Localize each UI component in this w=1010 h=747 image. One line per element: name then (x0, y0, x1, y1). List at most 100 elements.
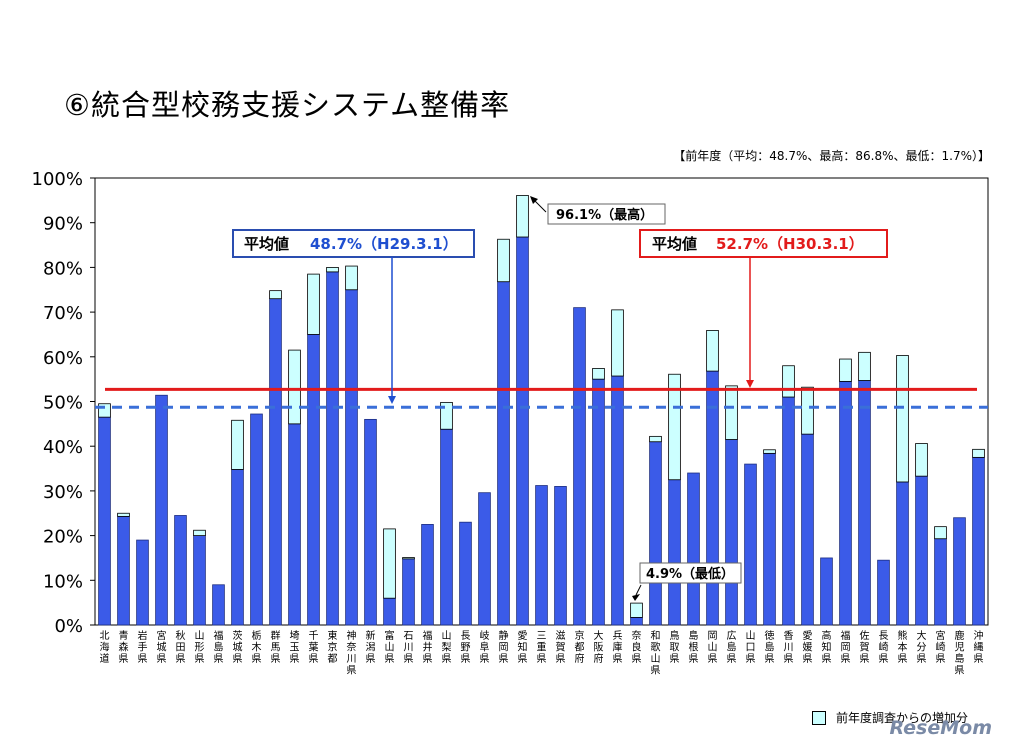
x-tick-label: 京都府 (575, 629, 585, 665)
x-tick-label: 広島県 (727, 629, 737, 665)
x-tick-label: 群馬県 (271, 629, 281, 665)
legend: 前年度調査からの増加分 (812, 709, 968, 726)
x-tick-label: 埼玉県 (290, 629, 300, 665)
bar-current (155, 394, 168, 626)
bar-increase (763, 449, 776, 454)
x-tick-label: 新潟県 (366, 629, 376, 665)
x-tick-label: 東京都 (328, 629, 338, 665)
bar-current (554, 486, 567, 626)
min-label: 4.9%（最低） (646, 566, 734, 582)
bar-current (744, 463, 757, 626)
legend-swatch-increase (812, 710, 826, 725)
bar-current (307, 334, 320, 626)
current-average-value: 52.7%（H30.3.1） (716, 235, 864, 253)
x-tick-label: 滋賀県 (556, 629, 566, 665)
bar-current (383, 597, 396, 626)
previous-average-box (232, 229, 475, 258)
bar-increase (801, 386, 814, 435)
bar-increase (668, 373, 681, 481)
bar-current (839, 380, 852, 626)
y-tick-label: 100% (32, 169, 83, 190)
bar-current (611, 375, 624, 626)
previous-year-note: 【前年度（平均：48.7%、最高：86.8%、最低：1.7%）】 (673, 149, 990, 163)
current-average-label: 平均値 (652, 235, 697, 253)
x-tick-label: 青森県 (119, 629, 129, 665)
x-tick-label: 石川県 (404, 631, 414, 665)
bar-current (820, 557, 833, 626)
bar-increase (649, 435, 662, 443)
x-tick-label: 福島県 (214, 629, 224, 665)
bar-current (953, 517, 966, 626)
bar-current (763, 452, 776, 626)
legend-label: 前年度調査からの増加分 (836, 711, 969, 725)
x-axis: 北海道青森県岩手県宮城県秋田県山形県福島県茨城県栃木県群馬県埼玉県千葉県東京都神… (100, 629, 984, 677)
bar-increase (611, 309, 624, 377)
bar-current (934, 538, 947, 626)
x-tick-label: 和歌山県 (651, 630, 661, 677)
bar-increase (839, 358, 852, 382)
bar-current (687, 472, 700, 626)
bar-current (174, 515, 187, 626)
bar-current (896, 481, 909, 626)
bar-increase (231, 419, 244, 470)
bar-increase (630, 602, 643, 618)
bar-current (212, 584, 225, 626)
x-tick-label: 山形県 (195, 630, 205, 665)
y-tick-label: 40% (43, 437, 83, 458)
x-tick-label: 兵庫県 (613, 629, 623, 665)
x-tick-label: 愛知県 (518, 629, 528, 665)
min-callout: 4.9%（最低） (632, 562, 742, 601)
previous-average-value: 48.7%（H29.3.1） (310, 235, 458, 253)
x-tick-label: 富山県 (385, 629, 395, 665)
x-tick-label: 福井県 (423, 629, 433, 665)
x-tick-label: 秋田県 (176, 629, 186, 665)
watermark-logo: ReseMom (889, 717, 992, 739)
y-tick-label: 70% (43, 303, 83, 324)
bar-current (269, 298, 282, 626)
bar-current (98, 416, 111, 626)
y-tick-label: 80% (43, 258, 83, 279)
x-tick-label: 大分県 (917, 629, 927, 665)
bar-current (725, 439, 738, 626)
min-pointer (635, 584, 642, 596)
average-lines (95, 387, 988, 409)
x-tick-label: 鳥取県 (670, 629, 680, 665)
bar-current (136, 539, 149, 626)
page-title: ⑥統合型校務支援システム整備率 (64, 88, 511, 122)
bar-current (858, 380, 871, 626)
bar-increase (516, 195, 529, 238)
bar-current (326, 271, 339, 626)
bar-increase (497, 238, 510, 283)
bar-current (915, 475, 928, 626)
bar-current (782, 396, 795, 626)
x-tick-label: 長野県 (461, 630, 471, 665)
bars (98, 195, 985, 626)
bar-increase (972, 448, 985, 458)
current-average-callout: 平均値 52.7%（H30.3.1） (639, 229, 888, 388)
bar-current (250, 413, 263, 626)
x-tick-label: 三重県 (537, 631, 547, 665)
bar-current (706, 370, 719, 626)
x-tick-label: 栃木県 (252, 629, 262, 665)
x-tick-label: 大阪府 (594, 629, 604, 665)
x-tick-label: 山梨県 (442, 630, 452, 665)
x-tick-label: 香川県 (784, 630, 794, 665)
x-tick-label: 高知県 (822, 629, 832, 665)
max-label: 96.1%（最高） (556, 207, 653, 223)
min-arrowhead (632, 594, 640, 601)
bar-increase (326, 266, 339, 273)
bar-current (535, 485, 548, 626)
bar-increase (193, 529, 206, 537)
bar-increase (915, 443, 928, 477)
x-tick-label: 岩手県 (138, 629, 148, 665)
bar-current (288, 423, 301, 626)
y-tick-label: 10% (43, 571, 83, 592)
bar-current (573, 307, 586, 626)
bar-current (421, 524, 434, 626)
bar-increase (896, 355, 909, 483)
x-tick-label: 熊本県 (898, 629, 908, 665)
bar-increase (858, 351, 871, 381)
x-tick-label: 奈良県 (632, 629, 642, 665)
bar-increase (782, 365, 795, 398)
x-tick-label: 宮城県 (157, 629, 167, 665)
